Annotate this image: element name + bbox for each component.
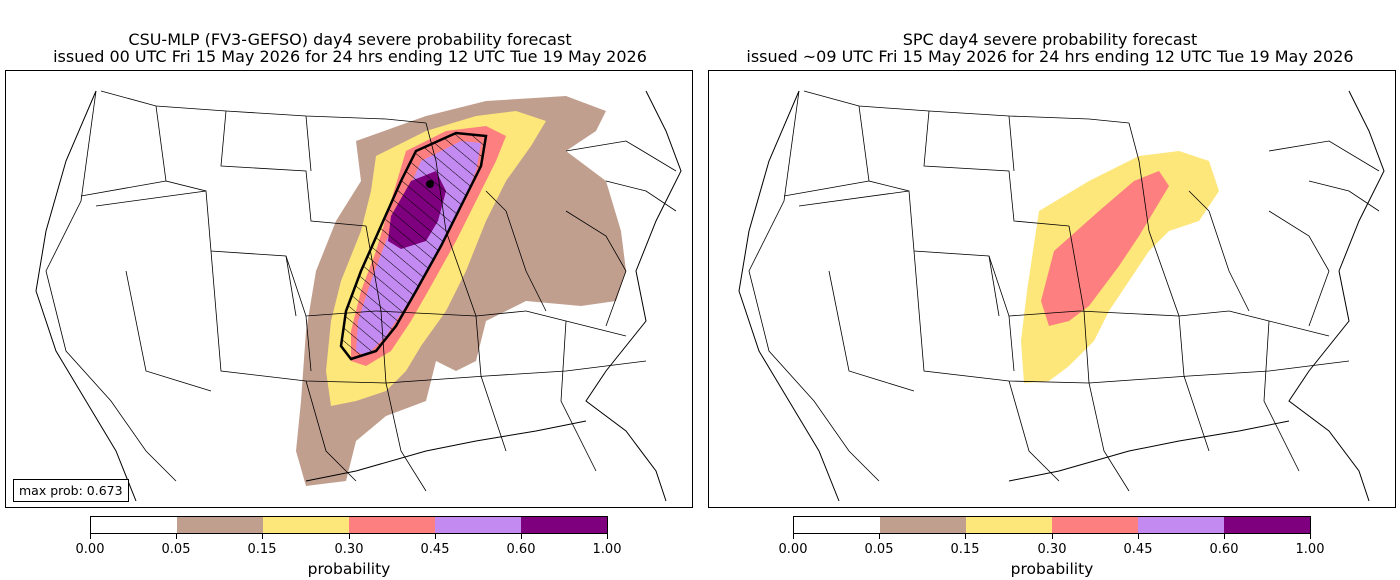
tick-label: 0.15 xyxy=(247,542,277,557)
tick-label: 0.15 xyxy=(950,542,980,557)
right-map-svg xyxy=(738,90,1385,502)
tick-label: 1.00 xyxy=(1295,542,1325,557)
left-colorbar xyxy=(90,516,608,534)
cbar-swatch-3 xyxy=(349,517,435,533)
tick-label: 0.05 xyxy=(864,542,894,557)
right-title-line2: issued ~09 UTC Fri 15 May 2026 for 24 hr… xyxy=(746,47,1354,66)
tick-label: 0.30 xyxy=(334,542,364,557)
right-colorbar xyxy=(793,516,1311,534)
right-colorbar-label: probability xyxy=(1010,560,1094,578)
cbar-swatch-0 xyxy=(91,517,177,533)
cbar-swatch-5 xyxy=(1224,517,1310,533)
cbar-swatch-1 xyxy=(177,517,263,533)
cbar-swatch-5 xyxy=(521,517,607,533)
left-colorbar-ticks: 0.00 0.05 0.15 0.30 0.45 0.60 1.00 xyxy=(76,534,621,564)
cbar-swatch-1 xyxy=(880,517,966,533)
coastline xyxy=(738,90,1385,502)
left-title-line2: issued 00 UTC Fri 15 May 2026 for 24 hrs… xyxy=(53,47,647,66)
tick-label: 0.00 xyxy=(75,542,105,557)
tick-label: 0.45 xyxy=(420,542,450,557)
tick-label: 0.60 xyxy=(506,542,536,557)
right-map xyxy=(708,70,1396,508)
cbar-swatch-4 xyxy=(1138,517,1224,533)
tick-label: 1.00 xyxy=(592,542,622,557)
left-panel: CSU-MLP (FV3-GEFSO) day4 severe probabil… xyxy=(5,30,693,578)
right-title-line1: SPC day4 severe probability forecast xyxy=(902,30,1198,49)
tick-label: 0.60 xyxy=(1209,542,1239,557)
tick-label: 0.45 xyxy=(1123,542,1153,557)
state-boundaries xyxy=(45,90,677,492)
hatched-sig-area xyxy=(339,131,488,361)
tick-label: 0.05 xyxy=(161,542,191,557)
cbar-swatch-2 xyxy=(263,517,349,533)
cbar-swatch-2 xyxy=(966,517,1052,533)
max-prob-marker xyxy=(426,180,434,188)
tick-label: 0.30 xyxy=(1037,542,1067,557)
cbar-swatch-3 xyxy=(1052,517,1138,533)
tick-label: 0.00 xyxy=(778,542,808,557)
left-colorbar-label: probability xyxy=(307,560,391,578)
left-title-line1: CSU-MLP (FV3-GEFSO) day4 severe probabil… xyxy=(128,30,572,49)
left-map: max prob: 0.673 xyxy=(5,70,693,508)
cbar-swatch-0 xyxy=(794,517,880,533)
right-panel: SPC day4 severe probability forecast iss… xyxy=(700,0,1400,580)
left-map-svg xyxy=(35,90,682,502)
spc-prob-0.30-area xyxy=(1041,171,1169,326)
coastline xyxy=(35,90,682,502)
cbar-swatch-4 xyxy=(435,517,521,533)
state-boundaries xyxy=(748,90,1380,492)
spc-prob-0.15-area xyxy=(1021,151,1219,383)
right-colorbar-ticks: 0.00 0.05 0.15 0.30 0.45 0.60 1.00 xyxy=(779,534,1324,564)
max-prob-box: max prob: 0.673 xyxy=(13,479,129,502)
